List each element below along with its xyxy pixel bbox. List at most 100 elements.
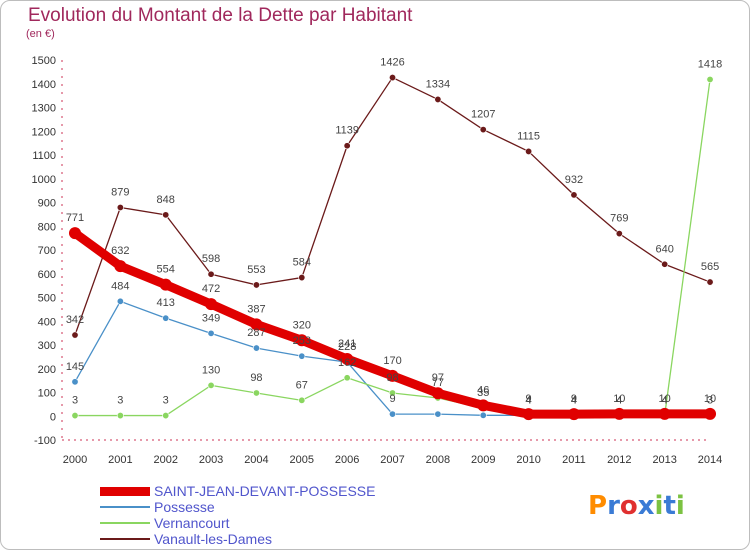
data-label: 769	[610, 213, 628, 225]
data-point	[434, 410, 442, 418]
data-label: 228	[338, 341, 356, 353]
x-tick-label: 2008	[426, 454, 450, 466]
data-label: 349	[202, 312, 220, 324]
data-point	[162, 412, 170, 420]
data-point	[343, 374, 351, 382]
x-tick-label: 2001	[108, 454, 132, 466]
data-label: 98	[386, 372, 398, 384]
y-tick-label: 400	[38, 316, 56, 328]
data-label: 97	[432, 372, 444, 384]
data-label: 4	[526, 394, 532, 406]
x-tick-label: 2005	[290, 454, 314, 466]
data-label: 4	[662, 394, 668, 406]
x-tick-label: 2006	[335, 454, 359, 466]
x-tick-label: 2011	[562, 454, 586, 466]
proxiti-logo: Proxiti	[588, 491, 685, 521]
data-label: 4	[662, 394, 668, 406]
data-point	[343, 142, 351, 150]
data-label: 565	[701, 261, 719, 273]
x-tick-label: 2012	[607, 454, 631, 466]
data-label: 584	[293, 257, 311, 269]
data-point	[706, 278, 714, 286]
data-point	[71, 412, 79, 420]
y-tick-label: 1200	[32, 126, 56, 138]
data-label: 46	[477, 384, 489, 396]
data-point	[159, 278, 172, 291]
data-label: 472	[202, 283, 220, 295]
data-label: 35	[477, 387, 489, 399]
data-label: 553	[247, 264, 265, 276]
data-label: 387	[247, 303, 265, 315]
data-label: 771	[66, 212, 84, 224]
x-tick-label: 2010	[516, 454, 540, 466]
data-point	[613, 407, 626, 420]
data-label: 1418	[698, 58, 722, 70]
x-tick-label: 2014	[698, 454, 722, 466]
data-label: 98	[250, 372, 262, 384]
x-tick-label: 2009	[471, 454, 495, 466]
chart-subtitle: (en €)	[26, 28, 55, 40]
data-label: 9	[571, 393, 577, 405]
x-tick-label: 2000	[63, 454, 87, 466]
data-point	[162, 211, 170, 219]
legend-swatch	[100, 486, 150, 496]
data-point	[434, 95, 442, 103]
x-tick-label: 2007	[380, 454, 404, 466]
data-label: 162	[338, 357, 356, 369]
data-label: 1139	[335, 125, 359, 137]
data-label: 1426	[380, 57, 404, 69]
data-label: 4	[571, 394, 577, 406]
data-label: 9	[526, 393, 532, 405]
data-label: 4	[571, 394, 577, 406]
data-point	[162, 314, 170, 322]
data-label: 3	[72, 395, 78, 407]
legend-swatch	[100, 506, 150, 508]
data-label: 4	[526, 394, 532, 406]
data-point	[479, 126, 487, 134]
series-line	[70, 228, 715, 419]
y-tick-label: 300	[38, 340, 56, 352]
x-tick-label: 2004	[244, 454, 268, 466]
data-point	[570, 191, 578, 199]
data-point	[250, 318, 263, 331]
data-label: 632	[111, 245, 129, 257]
data-label: 3	[117, 395, 123, 407]
data-point	[116, 297, 124, 305]
data-point	[389, 389, 397, 397]
data-point	[389, 410, 397, 418]
data-point	[295, 334, 308, 347]
data-point	[706, 75, 714, 83]
data-label: 1334	[426, 78, 450, 90]
x-tick-label: 2013	[652, 454, 676, 466]
data-point	[661, 260, 669, 268]
legend-label: SAINT-JEAN-DEVANT-POSSESSE	[154, 483, 376, 499]
data-label: 848	[157, 194, 175, 206]
data-point	[567, 408, 580, 421]
data-label: 145	[66, 361, 84, 373]
data-point	[704, 407, 717, 420]
data-label: 241	[338, 338, 356, 350]
data-label: 10	[659, 393, 671, 405]
y-tick-label: 100	[38, 388, 56, 400]
data-point	[252, 344, 260, 352]
x-tick-label: 2002	[153, 454, 177, 466]
legend-swatch	[100, 522, 150, 524]
y-tick-label: 0	[50, 411, 56, 423]
data-point	[386, 369, 399, 382]
data-label: 598	[202, 253, 220, 265]
data-point	[207, 381, 215, 389]
data-point	[116, 412, 124, 420]
y-tick-label: 600	[38, 269, 56, 281]
data-point	[207, 270, 215, 278]
data-label: 10	[613, 393, 625, 405]
data-label: 1115	[517, 130, 540, 142]
data-label: 3	[707, 394, 713, 406]
data-point	[207, 329, 215, 337]
data-label: 77	[432, 377, 444, 389]
legend-label: Possesse	[154, 499, 215, 515]
y-tick-label: 900	[38, 198, 56, 210]
data-point	[298, 274, 306, 282]
data-label: 4	[616, 394, 622, 406]
data-point	[298, 352, 306, 360]
